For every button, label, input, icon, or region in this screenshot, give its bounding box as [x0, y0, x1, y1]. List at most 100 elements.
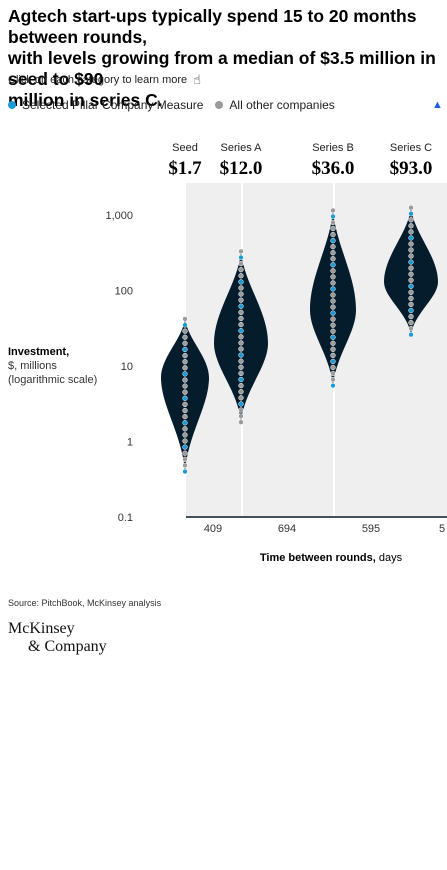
y-tick-label: 100: [115, 286, 133, 298]
data-point: [238, 248, 244, 255]
data-point: [182, 420, 188, 426]
data-point: [238, 315, 244, 322]
category-label: Seed: [172, 142, 198, 154]
data-point: [330, 382, 336, 389]
legend-selected-label: Selected Pillar Company Measure: [22, 98, 204, 112]
data-point: [330, 346, 336, 353]
data-point: [408, 289, 414, 295]
category-label: Series C: [390, 142, 432, 154]
data-point: [408, 271, 414, 277]
gap-label: 409: [204, 523, 222, 535]
data-point: [408, 259, 414, 265]
data-point: [238, 297, 244, 303]
data-point: [330, 256, 336, 262]
data-point: [330, 322, 336, 328]
data-point: [182, 395, 188, 401]
data-point: [182, 444, 188, 450]
data-point: [182, 389, 188, 395]
mckinsey-logo: McKinsey & Company: [8, 620, 107, 656]
data-point: [330, 334, 336, 340]
data-point: [408, 295, 414, 302]
legend-selected-dot: [8, 101, 16, 109]
data-point: [408, 253, 414, 259]
data-point: [238, 358, 244, 364]
data-point: [238, 309, 244, 316]
y-tick-label: 10: [121, 361, 133, 373]
data-point: [182, 359, 188, 365]
data-point: [408, 205, 414, 211]
chart-title: Agtech start-ups typically spend 15 to 2…: [8, 6, 436, 110]
data-point: [408, 223, 414, 229]
data-point: [182, 401, 188, 408]
legend-other-dot: [215, 101, 224, 109]
y-tick-label: 1,000: [105, 210, 133, 222]
data-point: [238, 279, 244, 285]
data-point: [182, 377, 188, 383]
data-point: [330, 310, 336, 316]
x-axis-label-bold: Time between rounds,: [260, 552, 379, 564]
data-point: [182, 468, 188, 475]
data-point: [330, 244, 336, 250]
hint-text: Click on each category to learn more: [8, 74, 188, 86]
legend-item-other[interactable]: All other companies: [215, 98, 335, 112]
data-point: [330, 286, 336, 292]
data-point: [408, 301, 414, 308]
violin-shape: [310, 210, 356, 386]
data-point: [182, 456, 188, 462]
data-point: [238, 260, 244, 267]
data-point: [238, 395, 244, 401]
data-point: [182, 316, 188, 322]
data-point: [330, 237, 336, 244]
data-point: [330, 207, 336, 214]
data-point: [330, 358, 336, 365]
data-point: [182, 432, 188, 438]
data-point: [330, 352, 336, 359]
source-note: Source: PitchBook, McKinsey analysis: [8, 598, 162, 608]
data-point: [330, 213, 336, 220]
data-point: [408, 307, 414, 314]
median-label: $1.7: [168, 158, 202, 179]
data-point: [408, 319, 414, 326]
data-point: [182, 371, 188, 377]
data-point: [330, 316, 336, 322]
data-point: [182, 328, 188, 334]
median-label: $12.0: [220, 158, 263, 179]
data-point: [330, 225, 336, 232]
data-point: [330, 274, 336, 280]
data-point: [238, 376, 244, 383]
hand-pointer-icon: ☝: [193, 72, 202, 87]
data-point: [408, 211, 414, 217]
data-point: [408, 265, 414, 271]
data-point: [238, 254, 244, 261]
data-point: [238, 364, 244, 370]
violin-shape: [384, 207, 438, 335]
legend-item-selected[interactable]: Selected Pillar Company Measure: [8, 98, 203, 112]
median-label: $36.0: [312, 158, 355, 179]
data-point: [408, 241, 414, 247]
data-point: [330, 292, 336, 298]
data-point: [330, 304, 336, 310]
data-point: [330, 328, 336, 334]
data-point: [182, 365, 188, 371]
median-label: $93.0: [390, 158, 433, 179]
data-point: [182, 438, 188, 444]
logo-line-2: & Company: [28, 638, 107, 655]
data-point: [238, 419, 244, 425]
data-point: [408, 247, 414, 253]
data-point: [330, 250, 336, 256]
triangle-icon[interactable]: ▲: [432, 99, 443, 111]
gap-label: 5: [439, 523, 445, 535]
data-point: [330, 298, 336, 304]
y-axis-label: Investment,: [8, 346, 69, 358]
data-point: [238, 321, 244, 328]
data-point: [330, 219, 336, 226]
data-point: [182, 340, 188, 347]
data-point: [408, 313, 414, 320]
data-point: [182, 334, 188, 340]
data-point: [408, 217, 414, 223]
violin-chart: 1,000 100 10 1 0.1 Investment, $, millions (log…: [8, 142, 447, 564]
data-point: [238, 303, 244, 309]
legend-other-label: All other companies: [229, 98, 335, 112]
data-point: [182, 450, 188, 456]
data-point: [408, 277, 414, 283]
